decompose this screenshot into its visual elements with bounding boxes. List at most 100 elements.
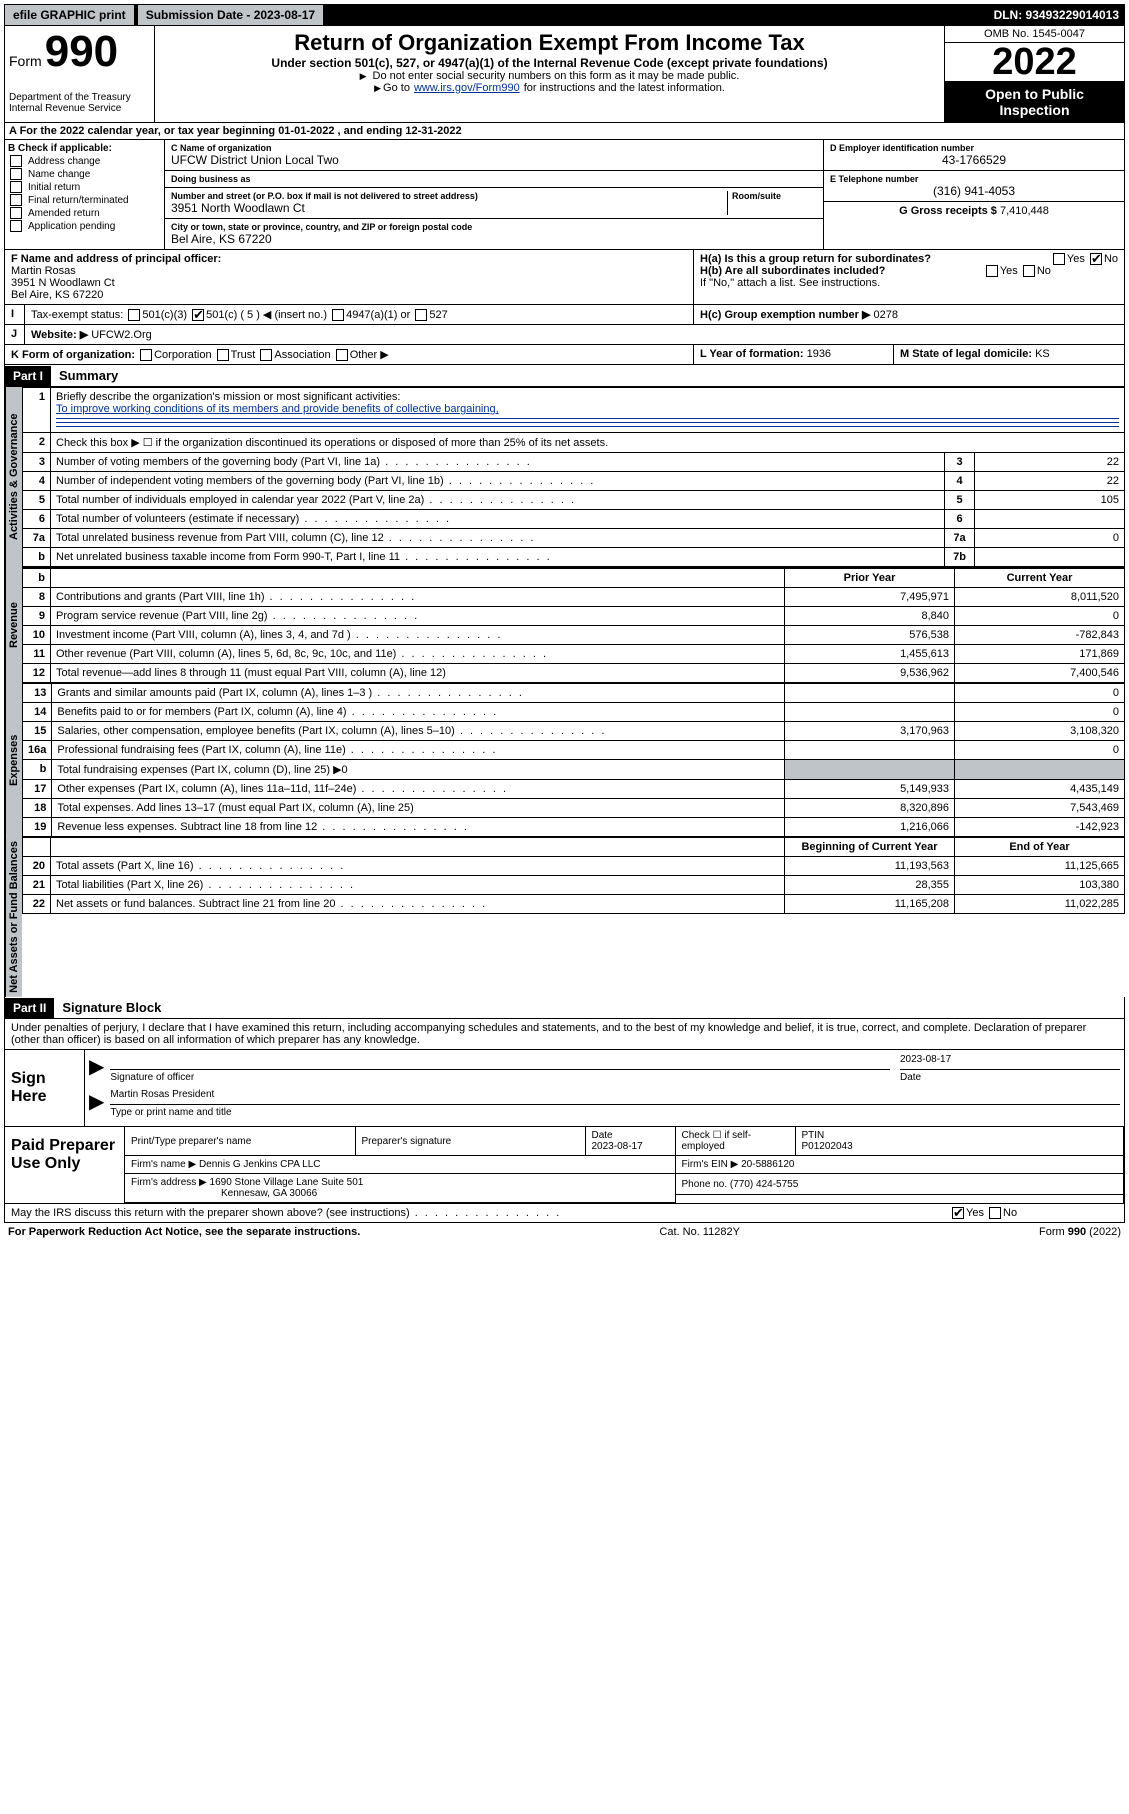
- org-name-label: C Name of organization: [171, 143, 817, 153]
- public-inspection: Open to Public Inspection: [945, 82, 1124, 122]
- website-value: UFCW2.Org: [91, 329, 152, 341]
- ha-yes[interactable]: [1053, 253, 1065, 265]
- firm-name: Dennis G Jenkins CPA LLC: [199, 1159, 321, 1170]
- form-number: 990: [45, 27, 118, 76]
- room-label: Room/suite: [732, 191, 817, 201]
- val-line6: [975, 510, 1125, 529]
- form-header: Form 990 Department of the Treasury Inte…: [4, 26, 1125, 123]
- check-app-pending[interactable]: [10, 220, 22, 232]
- hc-value: 0278: [873, 309, 897, 321]
- val-line4: 22: [975, 472, 1125, 491]
- signer-name-label: Type or print name and title: [110, 1107, 231, 1118]
- city-label: City or town, state or province, country…: [171, 222, 817, 232]
- note-ssn: Do not enter social security numbers on …: [159, 70, 940, 82]
- tel-label: E Telephone number: [830, 174, 1118, 184]
- officer-label: F Name and address of principal officer:: [11, 253, 221, 265]
- check-initial-return[interactable]: [10, 181, 22, 193]
- submission-date-button[interactable]: Submission Date - 2023-08-17: [137, 4, 324, 26]
- line-2-num: 2: [23, 433, 51, 453]
- check-501c[interactable]: [192, 309, 204, 321]
- note-goto-pre: Go to: [374, 82, 410, 94]
- officer-name: Martin Rosas: [11, 265, 76, 277]
- hdr-current-year: Current Year: [955, 568, 1125, 588]
- officer-addr1: 3951 N Woodlawn Ct: [11, 277, 115, 289]
- ha-label: H(a) Is this a group return for subordin…: [700, 253, 931, 265]
- check-address-change[interactable]: [10, 155, 22, 167]
- prep-check-self: Check ☐ if self-employed: [675, 1127, 795, 1156]
- prep-date: 2023-08-17: [592, 1141, 643, 1152]
- hb-no[interactable]: [1023, 265, 1035, 277]
- row-i-label: I: [5, 305, 25, 324]
- hc-label: H(c) Group exemption number ▶: [700, 309, 870, 321]
- dba-label: Doing business as: [171, 174, 817, 184]
- sign-arrow-icon: [89, 1054, 110, 1083]
- penalty-statement: Under penalties of perjury, I declare th…: [4, 1019, 1125, 1050]
- form-word: Form: [9, 53, 42, 69]
- check-corp[interactable]: [140, 349, 152, 361]
- state-domicile-value: KS: [1035, 348, 1050, 360]
- hb-yes[interactable]: [986, 265, 998, 277]
- check-527[interactable]: [415, 309, 427, 321]
- block-bcd: B Check if applicable: Address change Na…: [4, 140, 1125, 250]
- hdr-prior-year: Prior Year: [785, 568, 955, 588]
- firm-phone: (770) 424-5755: [730, 1179, 798, 1190]
- ein-value: 43-1766529: [830, 153, 1118, 167]
- line-1-num: 1: [23, 388, 51, 433]
- check-501c3[interactable]: [128, 309, 140, 321]
- year-formation-value: 1936: [807, 348, 831, 360]
- check-name-change[interactable]: [10, 168, 22, 180]
- check-4947[interactable]: [332, 309, 344, 321]
- dept-label: Department of the Treasury Internal Reve…: [9, 74, 150, 114]
- sig-date: 2023-08-17: [900, 1054, 951, 1065]
- website-label: Website: ▶: [31, 329, 88, 341]
- val-line7b: [975, 548, 1125, 567]
- officer-addr2: Bel Aire, KS 67220: [11, 289, 103, 301]
- blank: b: [23, 568, 51, 588]
- ein-label: D Employer identification number: [830, 143, 1118, 153]
- row-j-label: J: [5, 325, 25, 344]
- col-b-title: B Check if applicable:: [8, 143, 161, 154]
- check-other[interactable]: [336, 349, 348, 361]
- irs-link[interactable]: www.irs.gov/Form990: [414, 82, 520, 94]
- tax-year: 2022: [945, 43, 1124, 82]
- street-value: 3951 North Woodlawn Ct: [171, 201, 727, 215]
- org-name: UFCW District Union Local Two: [171, 153, 817, 167]
- check-trust[interactable]: [217, 349, 229, 361]
- val-line5: 105: [975, 491, 1125, 510]
- part1-title: Summary: [51, 365, 126, 386]
- val-line3: 22: [975, 453, 1125, 472]
- street-label: Number and street (or P.O. box if mail i…: [171, 191, 727, 201]
- hdr-begin-year: Beginning of Current Year: [785, 838, 955, 857]
- tab-activities-governance: Activities & Governance: [5, 387, 22, 567]
- check-amended[interactable]: [10, 207, 22, 219]
- check-assoc[interactable]: [260, 349, 272, 361]
- part2-header: Part II: [5, 998, 54, 1018]
- sign-arrow-icon-2: [89, 1089, 110, 1118]
- check-final-return[interactable]: [10, 194, 22, 206]
- hdr-end-year: End of Year: [955, 838, 1125, 857]
- form-subtitle: Under section 501(c), 527, or 4947(a)(1)…: [159, 56, 940, 70]
- row-a-period: A For the 2022 calendar year, or tax yea…: [4, 123, 1125, 140]
- ha-no[interactable]: [1090, 253, 1102, 265]
- hb-label: H(b) Are all subordinates included?: [700, 265, 885, 277]
- dln-label: DLN: 93493229014013: [988, 5, 1125, 25]
- gross-value: 7,410,448: [1000, 205, 1049, 217]
- firm-addr1: 1690 Stone Village Lane Suite 501: [210, 1177, 364, 1188]
- cat-no: Cat. No. 11282Y: [659, 1226, 740, 1238]
- discuss-yes[interactable]: [952, 1207, 964, 1219]
- city-value: Bel Aire, KS 67220: [171, 232, 817, 246]
- line-1-label: Briefly describe the organization's miss…: [56, 391, 400, 403]
- top-bar: efile GRAPHIC print Submission Date - 20…: [4, 4, 1125, 26]
- firm-ein: 20-5886120: [741, 1159, 794, 1170]
- firm-addr2: Kennesaw, GA 30066: [221, 1188, 317, 1199]
- mission-text[interactable]: To improve working conditions of its mem…: [56, 403, 499, 415]
- hb-note: If "No," attach a list. See instructions…: [700, 277, 1118, 289]
- efile-button[interactable]: efile GRAPHIC print: [4, 4, 135, 26]
- tab-expenses: Expenses: [5, 683, 22, 837]
- gross-label: G Gross receipts $: [899, 205, 997, 217]
- sig-date-label: Date: [900, 1072, 921, 1083]
- tax-status-label: Tax-exempt status:: [31, 309, 123, 321]
- year-formation-label: L Year of formation:: [700, 348, 804, 360]
- discuss-no[interactable]: [989, 1207, 1001, 1219]
- note-goto-post: for instructions and the latest informat…: [524, 82, 725, 94]
